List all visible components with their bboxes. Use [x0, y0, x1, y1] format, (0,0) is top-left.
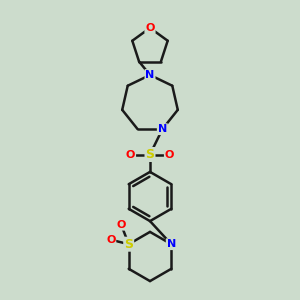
Text: S: S — [146, 148, 154, 161]
Text: N: N — [158, 124, 167, 134]
Text: N: N — [167, 239, 176, 249]
Text: O: O — [106, 235, 116, 245]
Text: S: S — [124, 238, 133, 251]
Text: O: O — [145, 23, 155, 33]
Text: N: N — [146, 70, 154, 80]
Text: O: O — [116, 220, 126, 230]
Text: O: O — [126, 149, 135, 160]
Text: O: O — [165, 149, 174, 160]
